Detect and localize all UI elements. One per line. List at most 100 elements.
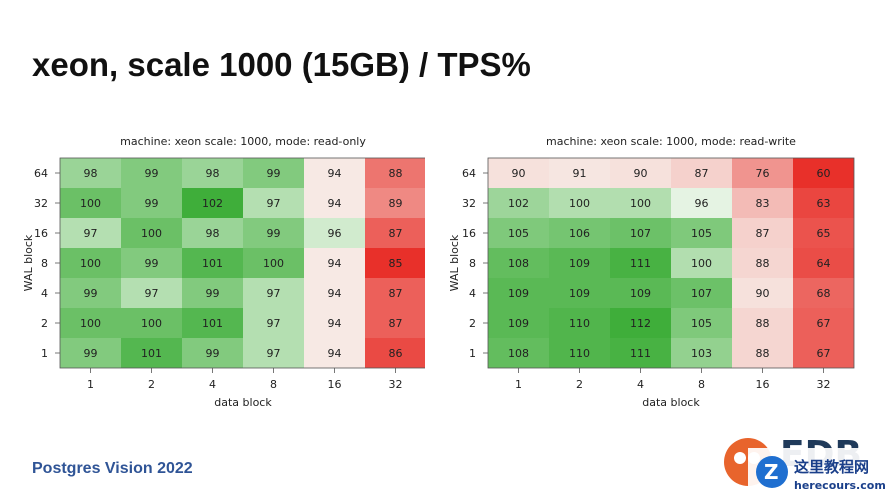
heatmap-cell bbox=[488, 338, 549, 368]
heatmap-cell bbox=[243, 308, 304, 338]
heatmap-cell bbox=[549, 158, 610, 188]
heatmap-cell bbox=[549, 278, 610, 308]
x-tick-label: 32 bbox=[389, 378, 403, 391]
heatmap-cell bbox=[671, 248, 732, 278]
cell-value-label: 99 bbox=[84, 347, 98, 360]
heatmap-cell bbox=[488, 188, 549, 218]
heatmap-read-write-svg: machine: xeon scale: 1000, mode: read-wr… bbox=[448, 135, 855, 409]
heatmap-cell bbox=[488, 158, 549, 188]
cell-value-label: 109 bbox=[508, 287, 529, 300]
x-axis-label: data block bbox=[642, 396, 700, 409]
watermark-main-text: 这里教程网 bbox=[794, 458, 869, 476]
heatmap-cell bbox=[549, 248, 610, 278]
cell-value-label: 87 bbox=[756, 227, 770, 240]
heatmap-cell bbox=[365, 218, 426, 248]
heatmap-cell bbox=[304, 158, 365, 188]
cell-value-label: 64 bbox=[817, 257, 831, 270]
heatmap-cell bbox=[671, 188, 732, 218]
heatmap-cell bbox=[182, 338, 243, 368]
heatmap-cell bbox=[182, 218, 243, 248]
heatmap-cell bbox=[60, 188, 121, 218]
y-tick-label: 1 bbox=[469, 347, 476, 360]
cell-value-label: 65 bbox=[817, 227, 831, 240]
cell-value-label: 100 bbox=[630, 197, 651, 210]
heatmap-cell bbox=[793, 218, 854, 248]
cell-value-label: 97 bbox=[84, 227, 98, 240]
heatmap-cell bbox=[610, 218, 671, 248]
heatmap-cell bbox=[182, 248, 243, 278]
cell-value-label: 99 bbox=[84, 287, 98, 300]
x-tick-label: 16 bbox=[328, 378, 342, 391]
cell-value-label: 101 bbox=[202, 257, 223, 270]
y-tick-label: 4 bbox=[41, 287, 48, 300]
cell-value-label: 110 bbox=[569, 317, 590, 330]
cell-value-label: 99 bbox=[206, 347, 220, 360]
cell-value-label: 88 bbox=[756, 347, 770, 360]
heatmap-cell bbox=[610, 188, 671, 218]
cell-value-label: 94 bbox=[328, 287, 342, 300]
cell-value-label: 111 bbox=[630, 257, 651, 270]
heatmap-cell bbox=[243, 188, 304, 218]
x-tick-label: 4 bbox=[209, 378, 216, 391]
cell-value-label: 102 bbox=[202, 197, 223, 210]
heatmap-cell bbox=[365, 308, 426, 338]
y-tick-label: 32 bbox=[462, 197, 476, 210]
heatmap-cell bbox=[243, 158, 304, 188]
watermark-sub-text: herecours.com bbox=[794, 479, 886, 492]
cell-value-label: 99 bbox=[145, 167, 159, 180]
cell-value-label: 94 bbox=[328, 197, 342, 210]
heatmap-cell bbox=[488, 248, 549, 278]
cell-value-label: 99 bbox=[267, 227, 281, 240]
cell-value-label: 109 bbox=[508, 317, 529, 330]
cell-value-label: 97 bbox=[267, 347, 281, 360]
heatmap-cell bbox=[549, 218, 610, 248]
cell-value-label: 94 bbox=[328, 317, 342, 330]
cell-value-label: 105 bbox=[508, 227, 529, 240]
cell-value-label: 86 bbox=[389, 347, 403, 360]
cell-value-label: 91 bbox=[573, 167, 587, 180]
heatmap-read-only-svg: machine: xeon scale: 1000, mode: read-on… bbox=[22, 135, 427, 409]
heatmap-cell bbox=[732, 218, 793, 248]
chart-title: machine: xeon scale: 1000, mode: read-on… bbox=[120, 135, 366, 148]
heatmap-cell bbox=[610, 158, 671, 188]
cell-value-label: 97 bbox=[267, 197, 281, 210]
cell-value-label: 109 bbox=[630, 287, 651, 300]
y-tick-label: 64 bbox=[462, 167, 476, 180]
heatmap-cell bbox=[365, 278, 426, 308]
cell-value-label: 100 bbox=[569, 197, 590, 210]
cell-value-label: 101 bbox=[141, 347, 162, 360]
heatmap-cell bbox=[304, 218, 365, 248]
heatmap-cell bbox=[60, 278, 121, 308]
heatmap-cell bbox=[793, 248, 854, 278]
heatmap-cell bbox=[610, 308, 671, 338]
heatmap-cell bbox=[121, 338, 182, 368]
heatmap-cell bbox=[182, 278, 243, 308]
heatmap-cell bbox=[732, 338, 793, 368]
cell-value-label: 98 bbox=[206, 167, 220, 180]
heatmap-read-only: machine: xeon scale: 1000, mode: read-on… bbox=[20, 130, 427, 420]
x-axis-label: data block bbox=[214, 396, 272, 409]
cell-value-label: 88 bbox=[756, 257, 770, 270]
cell-value-label: 89 bbox=[389, 197, 403, 210]
slide-title: xeon, scale 1000 (15GB) / TPS% bbox=[32, 46, 531, 83]
cell-value-label: 98 bbox=[84, 167, 98, 180]
cell-value-label: 99 bbox=[145, 197, 159, 210]
cell-value-label: 108 bbox=[508, 257, 529, 270]
heatmap-cell bbox=[732, 278, 793, 308]
heatmap-cell bbox=[365, 188, 426, 218]
cell-value-label: 67 bbox=[817, 317, 831, 330]
cell-value-label: 108 bbox=[508, 347, 529, 360]
y-tick-label: 2 bbox=[41, 317, 48, 330]
cell-value-label: 85 bbox=[389, 257, 403, 270]
heatmap-cell bbox=[610, 278, 671, 308]
heatmap-cell bbox=[121, 188, 182, 218]
heatmap-cell bbox=[121, 158, 182, 188]
cell-value-label: 90 bbox=[512, 167, 526, 180]
cell-value-label: 100 bbox=[263, 257, 284, 270]
heatmap-cell bbox=[488, 278, 549, 308]
cell-value-label: 94 bbox=[328, 347, 342, 360]
chart-title: machine: xeon scale: 1000, mode: read-wr… bbox=[546, 135, 796, 148]
heatmap-cell bbox=[549, 188, 610, 218]
heatmap-cell bbox=[671, 278, 732, 308]
cell-value-label: 105 bbox=[691, 317, 712, 330]
